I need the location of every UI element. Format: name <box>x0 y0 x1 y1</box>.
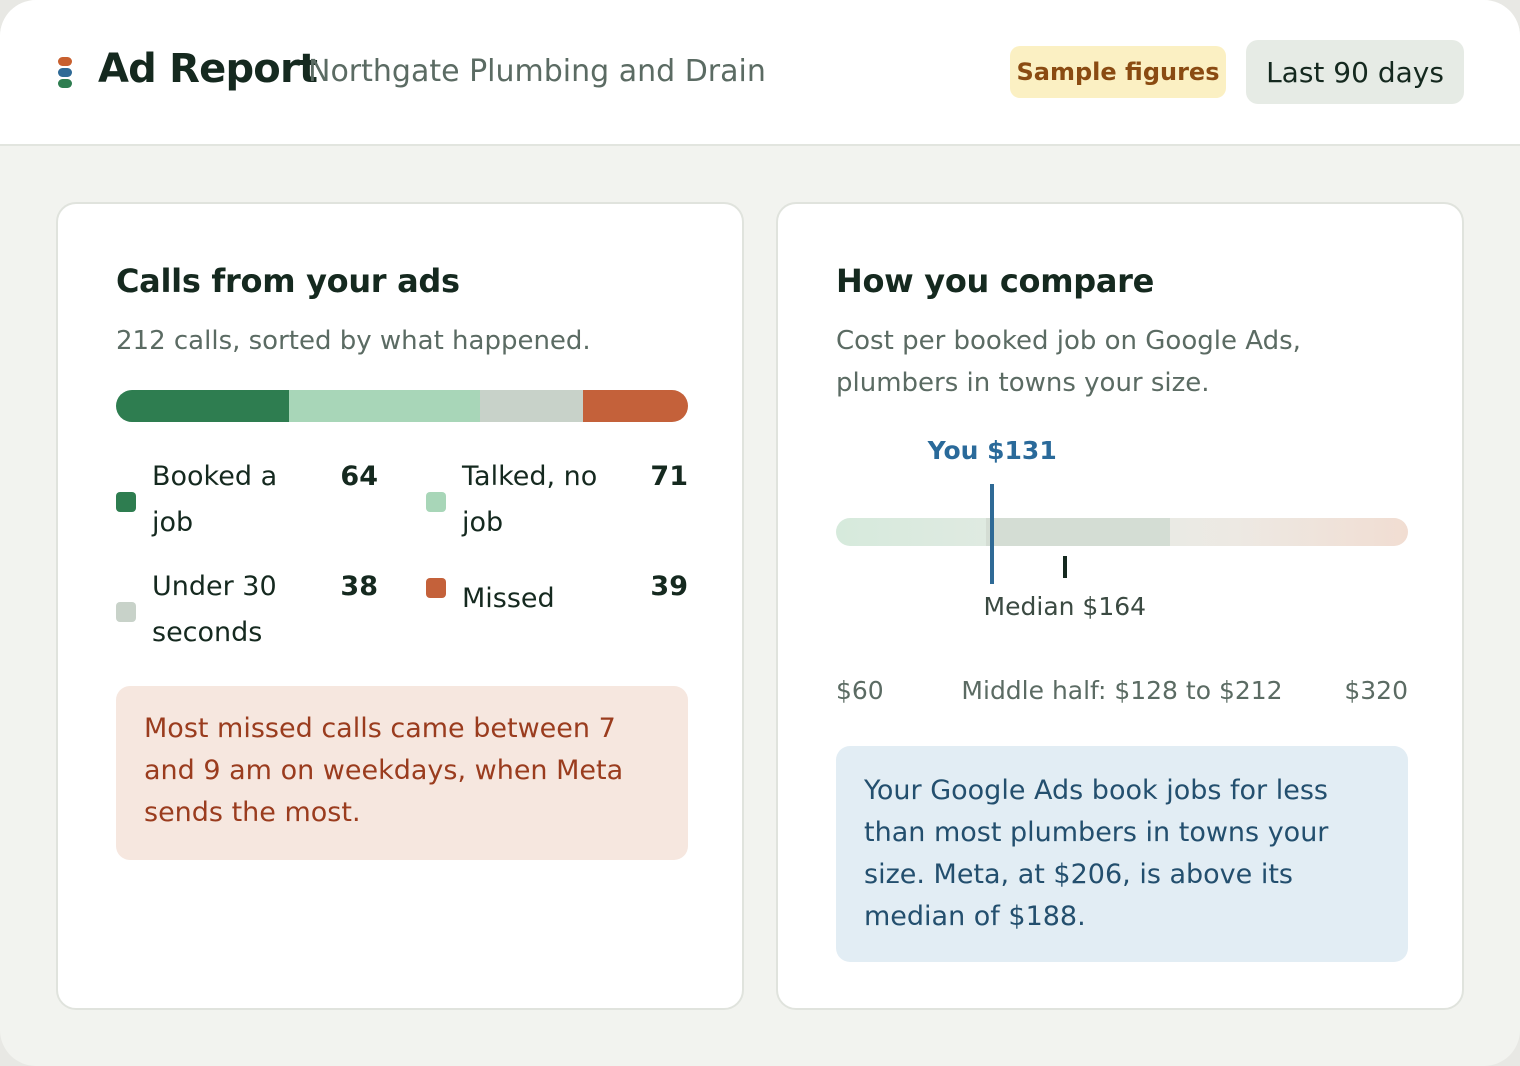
app-logo-icon <box>58 57 72 89</box>
logo-dot-top <box>58 57 72 66</box>
sample-figures-badge: Sample figures <box>1010 46 1226 98</box>
legend-label-short: Under 30 seconds <box>152 571 277 648</box>
cost-range-track <box>836 518 1408 546</box>
comparison-note: Your Google Ads book jobs for less than … <box>836 746 1408 962</box>
logo-dot-middle <box>58 68 72 77</box>
legend-item-short: Under 30 seconds 38 <box>116 564 378 664</box>
median-label: Median $164 <box>983 592 1147 621</box>
bar-segment-short <box>480 390 583 422</box>
scale-max-label: $320 <box>1344 676 1408 705</box>
legend-swatch-short <box>116 602 136 622</box>
legend-label-missed: Missed <box>462 583 555 614</box>
you-marker <box>990 484 995 584</box>
legend-value-talked: 71 <box>650 461 688 492</box>
legend-label-booked: Booked a job <box>152 461 278 538</box>
legend-swatch-booked <box>116 492 136 512</box>
legend-value-booked: 64 <box>340 461 378 492</box>
legend-item-talked: Talked, no job 71 <box>426 454 688 554</box>
bar-segment-talked <box>288 390 481 422</box>
bar-segment-missed <box>582 390 688 422</box>
legend-swatch-missed <box>426 578 446 598</box>
compare-card: How you compare Cost per booked job on G… <box>776 202 1464 1010</box>
cost-comparison-scale: You $131 Median $164 $60 Middle half: $1… <box>836 432 1408 712</box>
median-marker <box>1062 556 1067 578</box>
you-value-label: You $131 <box>927 436 1057 465</box>
calls-stacked-bar <box>116 390 688 422</box>
logo-dot-bottom <box>58 79 72 88</box>
compare-card-subtitle: Cost per booked job on Google Ads, plumb… <box>836 326 1301 398</box>
business-name: Northgate Plumbing and Drain <box>308 54 766 89</box>
legend-value-short: 38 <box>340 571 378 602</box>
app-title: Ad Report <box>98 46 318 92</box>
scale-min-label: $60 <box>836 676 884 705</box>
legend-swatch-talked <box>426 492 446 512</box>
compare-card-title: How you compare <box>836 262 1155 300</box>
middle-half-label: Middle half: $128 to $212 <box>961 676 1283 705</box>
middle-half-band <box>985 518 1171 546</box>
calls-card: Calls from your ads 212 calls, sorted by… <box>56 202 744 1010</box>
bar-segment-booked <box>116 390 289 422</box>
legend-label-talked: Talked, no job <box>462 461 598 538</box>
calls-card-subtitle: 212 calls, sorted by what happened. <box>116 326 591 356</box>
missed-calls-note: Most missed calls came between 7 and 9 a… <box>116 686 688 860</box>
legend-item-missed: Missed 39 <box>426 564 688 664</box>
legend-value-missed: 39 <box>650 571 688 602</box>
top-bar: Ad Report Northgate Plumbing and Drain S… <box>0 0 1520 146</box>
calls-card-title: Calls from your ads <box>116 262 460 300</box>
legend-item-booked: Booked a job 64 <box>116 454 378 554</box>
date-range-button[interactable]: Last 90 days <box>1246 40 1464 104</box>
